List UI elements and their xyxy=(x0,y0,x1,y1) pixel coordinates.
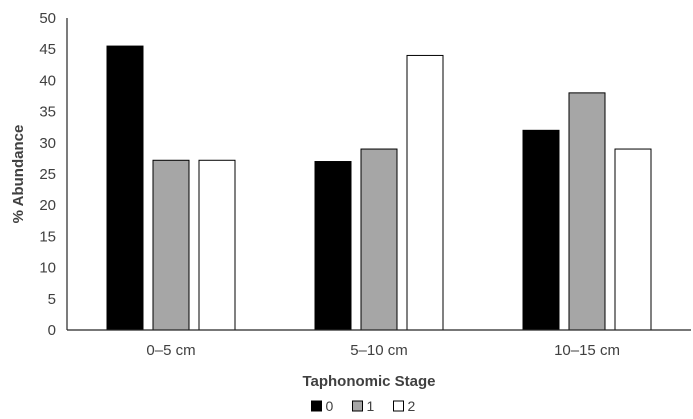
y-tick-label: 10 xyxy=(39,260,56,277)
legend-label-1: 1 xyxy=(367,398,375,414)
bar-series-2-2 xyxy=(406,54,444,331)
bar-series-2-1 xyxy=(198,159,236,331)
legend: 0 1 2 xyxy=(311,398,416,414)
y-tick-label: 30 xyxy=(39,135,56,152)
x-tick-labels: 0–5 cm 5–10 cm 10–15 cm xyxy=(146,342,620,359)
legend-label-2: 2 xyxy=(408,398,416,414)
bar-series-0-2 xyxy=(314,161,352,331)
y-tick-label: 35 xyxy=(39,104,56,121)
legend-swatch-2 xyxy=(393,400,404,412)
y-tick-label: 5 xyxy=(48,291,56,308)
x-tick-label: 5–10 cm xyxy=(350,342,408,359)
x-tick-label: 10–15 cm xyxy=(554,342,620,359)
y-tick-label: 20 xyxy=(39,197,56,214)
x-axis-title: Taphonomic Stage xyxy=(302,373,435,390)
y-tick-label: 15 xyxy=(39,228,56,245)
y-tick-label: 50 xyxy=(39,10,56,27)
bar-series-0-3 xyxy=(522,129,560,331)
y-axis-title: % Abundance xyxy=(10,125,27,224)
bar-series-2-3 xyxy=(614,148,652,331)
bars-layer xyxy=(106,45,652,331)
y-tick-labels: 0 5 10 15 20 25 30 35 40 45 50 xyxy=(39,10,56,339)
bar-series-1-3 xyxy=(568,92,606,331)
legend-swatch-0 xyxy=(311,400,322,412)
y-tick-label: 45 xyxy=(39,41,56,58)
legend-swatch-1 xyxy=(352,400,363,412)
bar-series-1-1 xyxy=(152,159,190,331)
y-tick-label: 40 xyxy=(39,72,56,89)
legend-label-0: 0 xyxy=(326,398,334,414)
x-tick-label: 0–5 cm xyxy=(146,342,195,359)
y-tick-label: 25 xyxy=(39,166,56,183)
bar-series-0-1 xyxy=(106,45,144,331)
bar-series-1-2 xyxy=(360,148,398,331)
y-tick-label: 0 xyxy=(48,322,56,339)
